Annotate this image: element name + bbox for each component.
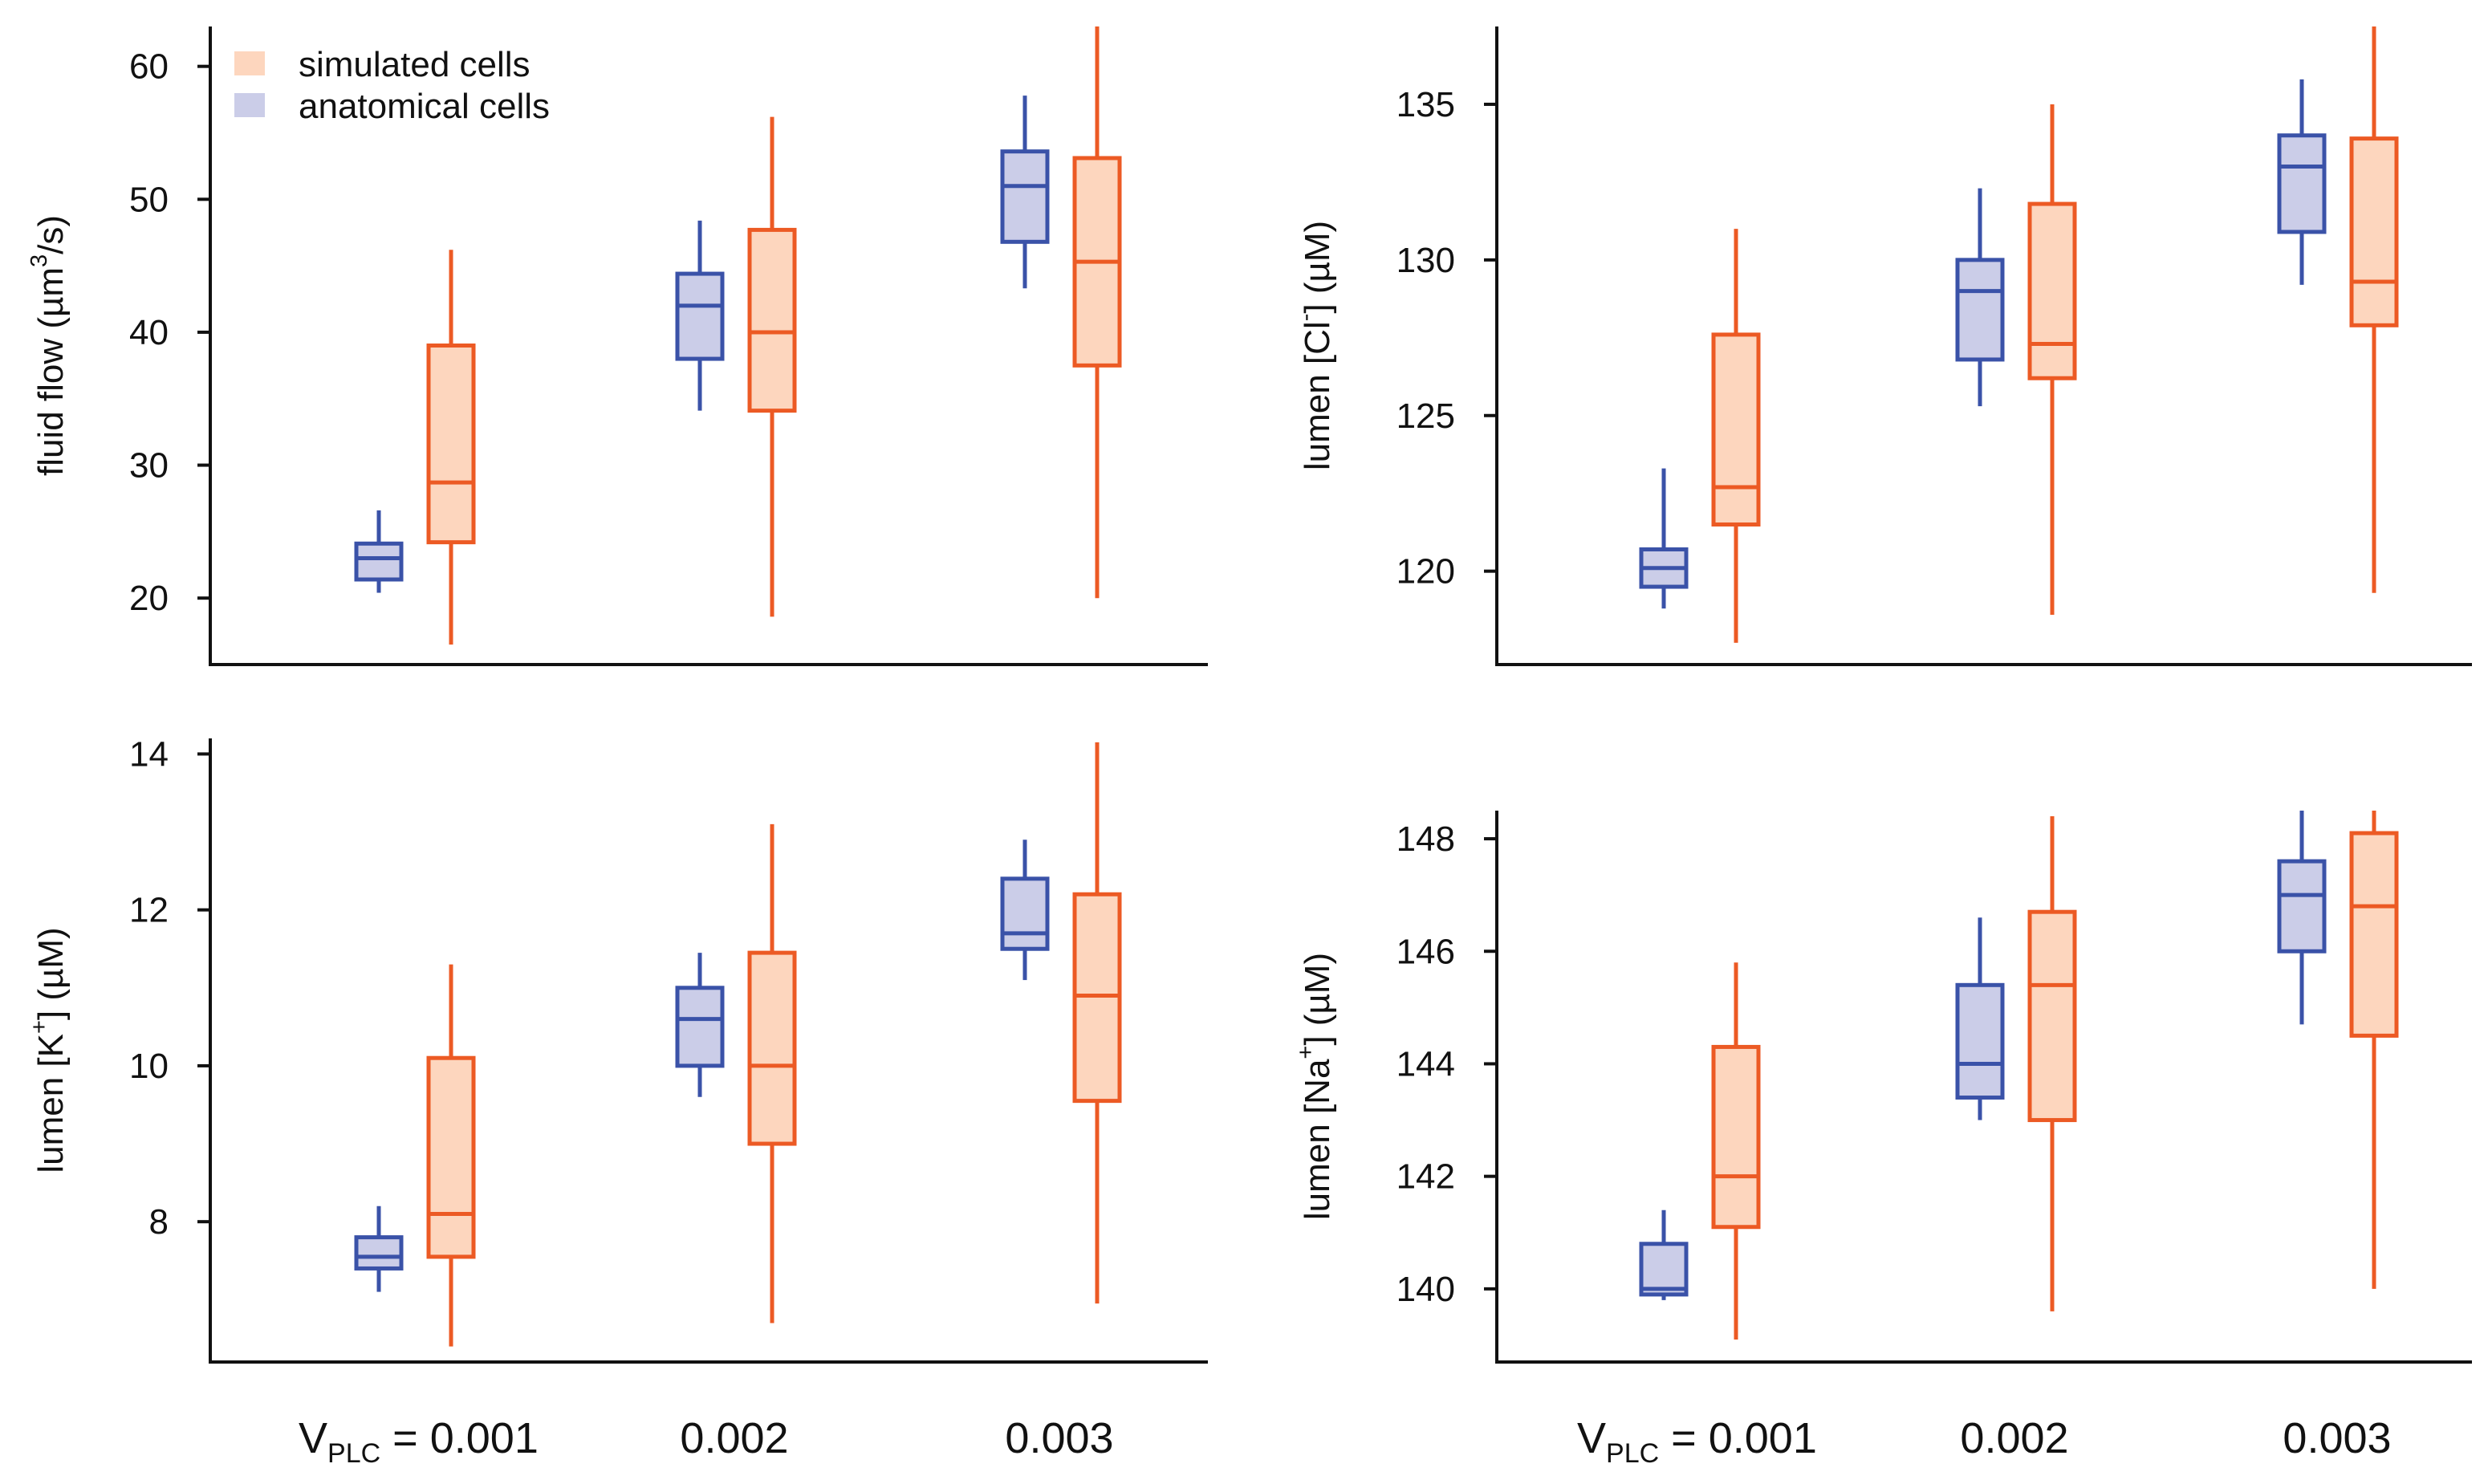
legend: simulated cells anatomical cells	[234, 45, 550, 126]
box-simulated-0.001	[1711, 962, 1761, 1340]
box-simulated-0.002	[747, 116, 797, 617]
box-simulated-0.003	[1072, 26, 1122, 599]
panel-lumen-k: 8 10 12 14 lumen [K+] (µM)	[26, 734, 1208, 1364]
box-iqr	[1955, 982, 2005, 1100]
y-axis-title: fluid flow (µm3/s)	[26, 215, 71, 476]
box-iqr	[426, 344, 476, 545]
box-iqr	[2277, 859, 2327, 953]
box-iqr	[354, 541, 404, 582]
box-anatomical-0.002	[675, 220, 725, 411]
box-anatomical-0.001	[354, 1205, 404, 1292]
box-anatomical-0.001	[1639, 468, 1689, 609]
x-label-0.002: 0.002	[1960, 1414, 2068, 1462]
box-simulated-0.002	[2027, 104, 2077, 615]
box-iqr	[1955, 258, 2005, 362]
box-anatomical-0.001	[354, 510, 404, 593]
box-iqr	[675, 986, 725, 1068]
y-tick-label: 40	[129, 313, 169, 352]
box-iqr	[2349, 136, 2399, 327]
x-label-0.003: 0.003	[2283, 1414, 2391, 1462]
y-tick-label: 135	[1396, 85, 1455, 124]
x-label-first: VPLC = 0.001	[1577, 1414, 1817, 1469]
legend-swatch-anatomical	[234, 93, 265, 117]
box-iqr	[2349, 831, 2399, 1038]
y-tick-label: 30	[129, 446, 169, 486]
box-anatomical-0.003	[2277, 811, 2327, 1025]
box-anatomical-0.003	[1000, 840, 1050, 981]
box-iqr	[2027, 201, 2077, 380]
legend-label-anatomical: anatomical cells	[299, 87, 550, 126]
box-simulated-0.001	[426, 964, 476, 1347]
box-anatomical-0.003	[1000, 96, 1050, 289]
y-axis-title: lumen [K+] (µM)	[26, 927, 71, 1173]
box-iqr	[747, 227, 797, 413]
panel-lumen-cl: 120 125 130 135 lumen [Cl-] (µM)	[1293, 26, 2472, 666]
y-tick-label: 125	[1396, 396, 1455, 436]
y-tick-label: 14	[129, 734, 169, 774]
box-iqr	[354, 1235, 404, 1271]
y-axis-title: lumen [Cl-] (µM)	[1293, 221, 1337, 470]
box-iqr	[1000, 149, 1050, 244]
box-iqr	[2027, 909, 2077, 1123]
box-anatomical-0.001	[1639, 1210, 1689, 1300]
y-tick-label: 12	[129, 891, 169, 930]
y-tick-label: 8	[149, 1202, 169, 1242]
y-tick-label: 10	[129, 1047, 169, 1086]
y-tick-label: 50	[129, 180, 169, 219]
x-label-first: VPLC = 0.001	[299, 1414, 539, 1469]
box-anatomical-0.003	[2277, 79, 2327, 285]
box-anatomical-0.002	[1955, 188, 2005, 407]
box-iqr	[675, 271, 725, 361]
legend-swatch-simulated	[234, 51, 265, 75]
box-simulated-0.003	[1072, 742, 1122, 1304]
y-tick-label: 120	[1396, 552, 1455, 592]
y-tick-label: 20	[129, 579, 169, 618]
x-label-0.003: 0.003	[1005, 1414, 1113, 1462]
panel-fluid-flow: 20 30 40 50 60 fluid flow (µm3/s)	[26, 26, 1208, 666]
box-simulated-0.001	[1711, 229, 1761, 643]
x-label-0.002: 0.002	[680, 1414, 788, 1462]
box-simulated-0.002	[747, 823, 797, 1323]
box-anatomical-0.002	[1955, 917, 2005, 1120]
panel-lumen-na: 140 142 144 146 148 lumen [Na+] (µM)	[1293, 811, 2472, 1364]
box-iqr	[747, 950, 797, 1146]
x-axis-labels-right: VPLC = 0.001 0.002 0.003	[1577, 1414, 2392, 1469]
x-axis-labels-left: VPLC = 0.001 0.002 0.003	[299, 1414, 1114, 1469]
box-iqr	[1711, 1044, 1761, 1230]
y-tick-label: 140	[1396, 1270, 1455, 1309]
box-iqr	[1711, 332, 1761, 527]
panels: 20 30 40 50 60 fluid flow (µm3/s) 120 125 130 135…	[26, 26, 2472, 1364]
y-tick-label: 130	[1396, 241, 1455, 280]
y-tick-label: 144	[1396, 1044, 1455, 1084]
legend-label-simulated: simulated cells	[299, 45, 531, 84]
box-simulated-0.003	[2349, 26, 2399, 593]
box-iqr	[2277, 133, 2327, 234]
box-simulated-0.001	[426, 250, 476, 645]
y-tick-label: 148	[1396, 819, 1455, 859]
box-iqr	[426, 1055, 476, 1259]
y-tick-label: 142	[1396, 1157, 1455, 1197]
box-iqr	[1639, 1242, 1689, 1297]
y-tick-label: 60	[129, 47, 169, 87]
y-axis-title: lumen [Na+] (µM)	[1293, 953, 1337, 1220]
box-simulated-0.002	[2027, 816, 2077, 1311]
y-tick-label: 146	[1396, 932, 1455, 971]
box-anatomical-0.002	[675, 953, 725, 1097]
box-iqr	[1000, 876, 1050, 951]
box-simulated-0.003	[2349, 811, 2399, 1289]
